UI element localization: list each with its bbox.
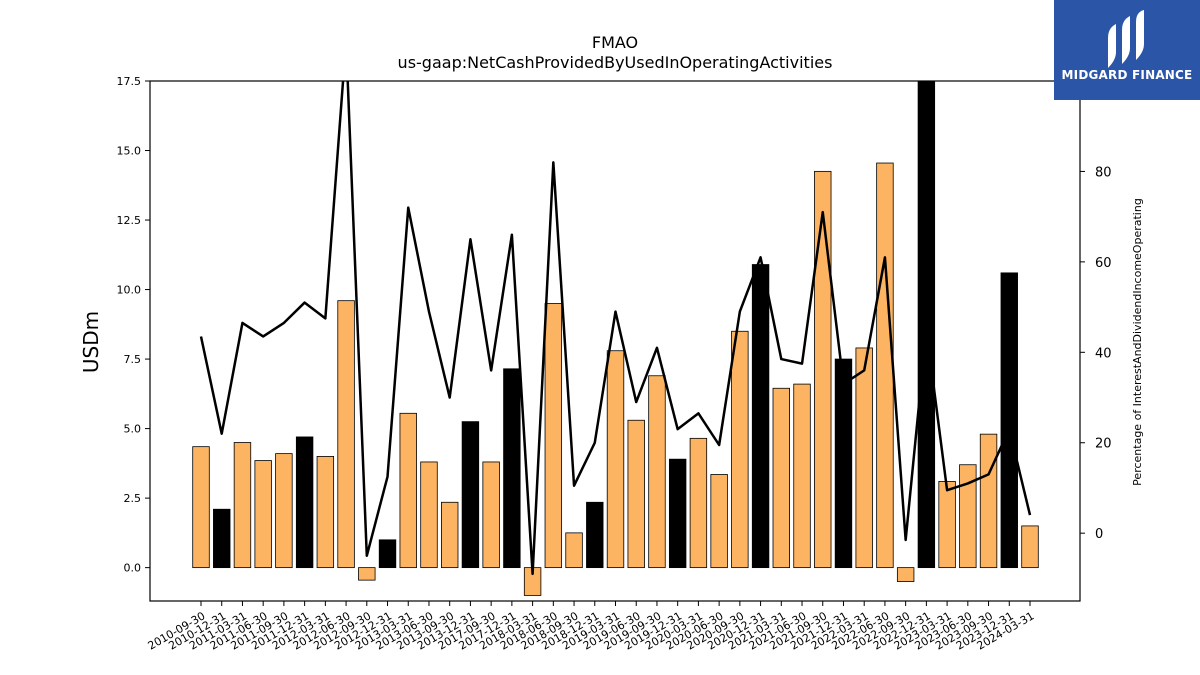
bar [233,442,252,569]
bar [959,464,977,569]
bar [979,433,998,569]
chart-subtitle: us-gaap:NetCashProvidedByUsedInOperating… [398,53,833,72]
y2-tick-label: 80 [1095,165,1112,180]
bar [399,412,417,569]
line-series [199,81,1032,576]
bar [896,567,915,582]
y-tick-label: 10.0 [117,284,142,297]
y-tick-label: 15.0 [117,145,142,158]
bar [192,446,210,569]
y-tick-label: 2.5 [124,492,142,505]
bar [668,458,687,569]
bar [316,455,335,569]
bar [1000,272,1018,569]
y-tick-label: 12.5 [117,214,142,227]
y-tick-label: 7.5 [124,353,142,366]
bar [855,347,873,569]
bar [834,358,853,569]
bar [295,436,314,569]
bar [461,421,480,569]
bar [378,539,397,569]
bar [606,350,625,569]
line-path [199,81,1032,576]
bar [337,300,355,569]
bar [938,481,956,569]
bar [793,383,811,569]
y-tick-label: 17.5 [117,75,142,88]
bar [441,501,459,569]
chart-title: FMAO [592,33,638,52]
bar [213,508,231,569]
bar [648,375,666,569]
y2-tick-label: 0 [1095,527,1103,542]
y-axis-label: USDm [79,311,103,373]
bar [772,387,790,569]
bar [565,532,583,569]
y2-axis-label: Percentage of InterestAndDividendIncomeO… [1131,198,1144,486]
bar [420,461,438,569]
brand-logo: MIDGARD FINANCE [1054,0,1200,100]
bar [586,501,604,569]
bar-series [192,81,1039,596]
bar [751,264,770,569]
bar [689,437,708,569]
bar [814,170,832,569]
bar [731,330,749,569]
y2-tick-label: 60 [1095,256,1112,271]
bar [876,162,894,569]
bar [275,453,293,569]
bar [503,368,521,569]
y2-axis-ticks: 0 20 40 60 80 [1080,165,1112,542]
x-axis-ticks: 2010-09-302010-12-312011-03-312011-06-30… [146,601,1037,653]
midgard-logo-icon [1108,10,1144,68]
y-tick-label: 0.0 [124,562,142,575]
y2-tick-label: 40 [1095,346,1112,361]
bar [358,567,376,581]
bar [254,460,272,569]
bar [627,419,645,569]
bar [1021,525,1039,569]
y-tick-label: 5.0 [124,423,142,436]
bar [710,474,728,569]
logo-text: MIDGARD FINANCE [1061,68,1193,82]
bar [917,81,936,569]
y-axis-ticks: 0.0 2.5 5.0 7.5 10.0 12.5 15.0 17.5 [117,75,150,575]
bar [482,461,500,569]
y2-tick-label: 20 [1095,437,1112,452]
bar [544,303,563,569]
